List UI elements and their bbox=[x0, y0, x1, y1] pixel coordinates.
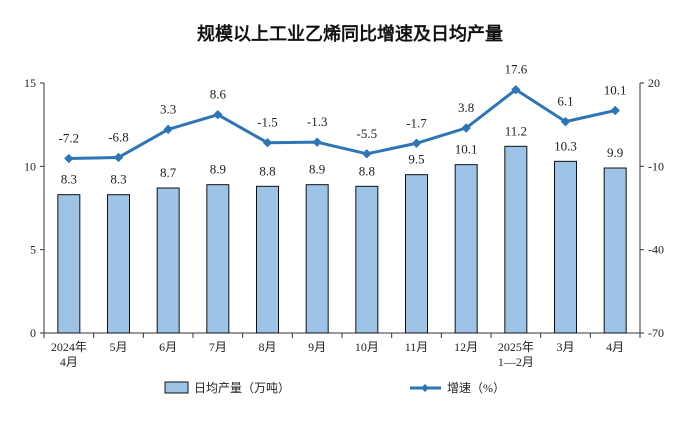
x-category-label: 7月 bbox=[209, 340, 227, 354]
line-layer bbox=[64, 84, 620, 164]
bar-value-label: 8.3 bbox=[61, 172, 77, 187]
line-value-label: -7.2 bbox=[59, 131, 80, 146]
line-point bbox=[113, 152, 124, 163]
line-value-label: 10.1 bbox=[604, 83, 627, 98]
bar bbox=[504, 145, 528, 334]
line-point bbox=[213, 109, 223, 120]
left-axis-tick-label: 15 bbox=[24, 76, 36, 90]
legend-bar-label: 日均产量（万吨） bbox=[194, 381, 290, 395]
bar bbox=[57, 194, 81, 334]
line-point bbox=[64, 153, 74, 164]
line-series bbox=[67, 88, 617, 161]
line-value-label: -5.5 bbox=[357, 126, 378, 141]
x-category-label: 3月 bbox=[556, 340, 574, 354]
bar-value-label: 8.9 bbox=[309, 162, 325, 177]
bar-value-label: 8.8 bbox=[259, 163, 275, 178]
bar bbox=[355, 185, 379, 334]
line-point bbox=[163, 124, 173, 135]
legend-line-label: 增速（%） bbox=[447, 381, 505, 395]
line-value-label: 17.6 bbox=[504, 62, 527, 77]
bar-value-label: 9.9 bbox=[607, 145, 623, 160]
bar bbox=[206, 184, 230, 334]
bar bbox=[554, 160, 577, 334]
left-axis-tick-label: 5 bbox=[30, 243, 36, 257]
bar-value-label: 8.7 bbox=[160, 165, 177, 180]
x-category-label: 2024年 4月 bbox=[51, 340, 87, 369]
x-category-label: 9月 bbox=[308, 340, 326, 354]
x-category-label: 5月 bbox=[109, 340, 127, 354]
right-axis-tick-label: -40 bbox=[648, 243, 664, 257]
bar-value-label: 11.2 bbox=[505, 123, 527, 138]
left-axis-tick-label: 10 bbox=[24, 159, 36, 173]
line-point bbox=[610, 105, 620, 116]
legend-bar-swatch bbox=[164, 381, 189, 394]
labels-layer: 8.3 8.3 8.7 8.9 8.8 8.9 8.8 9.5 10.1 11.2 10.3 9.9 -… bbox=[59, 62, 627, 187]
bar bbox=[107, 194, 130, 334]
bar bbox=[454, 164, 478, 334]
bar bbox=[405, 174, 428, 334]
x-category-label: 6月 bbox=[159, 340, 177, 354]
x-category-label: 4月 bbox=[606, 340, 624, 354]
line-value-label: 3.3 bbox=[160, 101, 176, 116]
x-category-label: 10月 bbox=[355, 340, 379, 354]
left-axis-tick-label: 0 bbox=[30, 326, 36, 340]
line-value-label: -1.5 bbox=[257, 115, 278, 130]
legend: 日均产量（万吨） 增速（%） bbox=[164, 381, 505, 395]
line-point bbox=[312, 137, 322, 147]
bar bbox=[305, 184, 329, 334]
line-point bbox=[560, 116, 571, 127]
bar-value-label: 10.3 bbox=[554, 138, 577, 153]
bar-value-label: 9.5 bbox=[408, 152, 424, 167]
x-category-label: 11月 bbox=[405, 340, 429, 354]
x-category-label: 12月 bbox=[454, 340, 478, 354]
x-category-label: 2025年 1—2月 bbox=[498, 340, 534, 369]
x-category-label: 8月 bbox=[258, 340, 276, 354]
line-point bbox=[461, 123, 471, 133]
right-axis-tick-label: -70 bbox=[648, 326, 664, 340]
line-point bbox=[411, 138, 422, 148]
right-axis-tick-label: -10 bbox=[648, 159, 664, 173]
line-value-label: -6.8 bbox=[108, 129, 129, 144]
bar-value-label: 8.9 bbox=[210, 162, 226, 177]
bars-layer bbox=[57, 145, 627, 334]
line-value-label: 8.6 bbox=[210, 87, 227, 102]
line-value-label: -1.7 bbox=[406, 115, 427, 130]
legend-line-marker bbox=[421, 384, 429, 392]
bar-value-label: 10.1 bbox=[455, 142, 478, 157]
bar-value-label: 8.3 bbox=[110, 172, 126, 187]
bar bbox=[156, 187, 180, 334]
chart-title: 规模以上工业乙烯同比增速及日均产量 bbox=[197, 23, 503, 45]
bar-value-label: 8.8 bbox=[359, 163, 375, 178]
line-value-label: 6.1 bbox=[557, 94, 573, 109]
bar bbox=[256, 185, 279, 334]
line-point bbox=[262, 138, 273, 148]
line-point bbox=[511, 84, 521, 95]
bar bbox=[603, 167, 627, 334]
right-axis-tick-label: 20 bbox=[648, 76, 660, 90]
line-value-label: -1.3 bbox=[307, 114, 328, 129]
line-value-label: 3.8 bbox=[458, 100, 474, 115]
axes-layer: 0 5 10 15 -70 -40 -10 20 2024年 4月 5月 6月 7月 8月 9月 10月 11月… bbox=[24, 76, 664, 369]
line-point bbox=[362, 149, 372, 159]
